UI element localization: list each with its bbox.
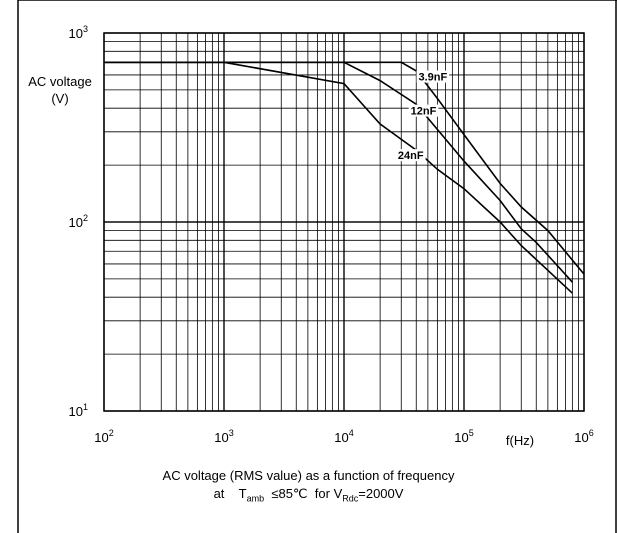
grid [103, 32, 585, 412]
plot-border [103, 32, 585, 412]
series-label-bg [395, 149, 426, 162]
y-tick-label: 103 [69, 24, 88, 41]
caption-for: for [314, 486, 330, 501]
series-line-3.9nf [104, 61, 585, 275]
x-axis-label: f(Hz) [506, 433, 534, 448]
series-line-12nf [104, 61, 573, 283]
caption-line-2: at Tamb ≤85℃ for VRdc=2000V [0, 486, 617, 504]
caption-at: at [213, 486, 225, 501]
series-line-24nf [104, 61, 573, 294]
y-tick-label: 102 [69, 213, 88, 230]
series-label-12nf: 12nF [411, 106, 437, 118]
series-curves: 3.9nF 12nF 24nF [104, 61, 585, 294]
caption-t: T [238, 486, 247, 501]
y-axis-label-line2: (V) [51, 91, 68, 106]
y-axis-label-line1: AC voltage [28, 74, 92, 89]
series-label-3.9nf: 3.9nF [418, 72, 447, 84]
caption-t-sub: amb [246, 493, 265, 504]
series-label-24nf: 24nF [398, 150, 424, 162]
x-tick-label: 106 [574, 428, 593, 445]
x-tick-label: 103 [214, 428, 233, 445]
x-tick-label: 102 [94, 428, 113, 445]
caption-v-sub: Rdc [342, 493, 359, 504]
series-label-bg [416, 70, 450, 83]
x-tick-label: 104 [334, 428, 353, 445]
x-tick-label: 105 [454, 428, 473, 445]
tick-labels: 102 103 104 105 106 101 102 103 [69, 24, 594, 445]
series-label-bg [408, 104, 439, 117]
caption-voltage-condition: =2000V [358, 486, 404, 501]
caption-v: V [333, 486, 343, 501]
caption-temp-condition: ≤85℃ [271, 486, 308, 501]
y-tick-label: 101 [69, 402, 88, 419]
caption-line-1: AC voltage (RMS value) as a function of … [162, 468, 455, 483]
